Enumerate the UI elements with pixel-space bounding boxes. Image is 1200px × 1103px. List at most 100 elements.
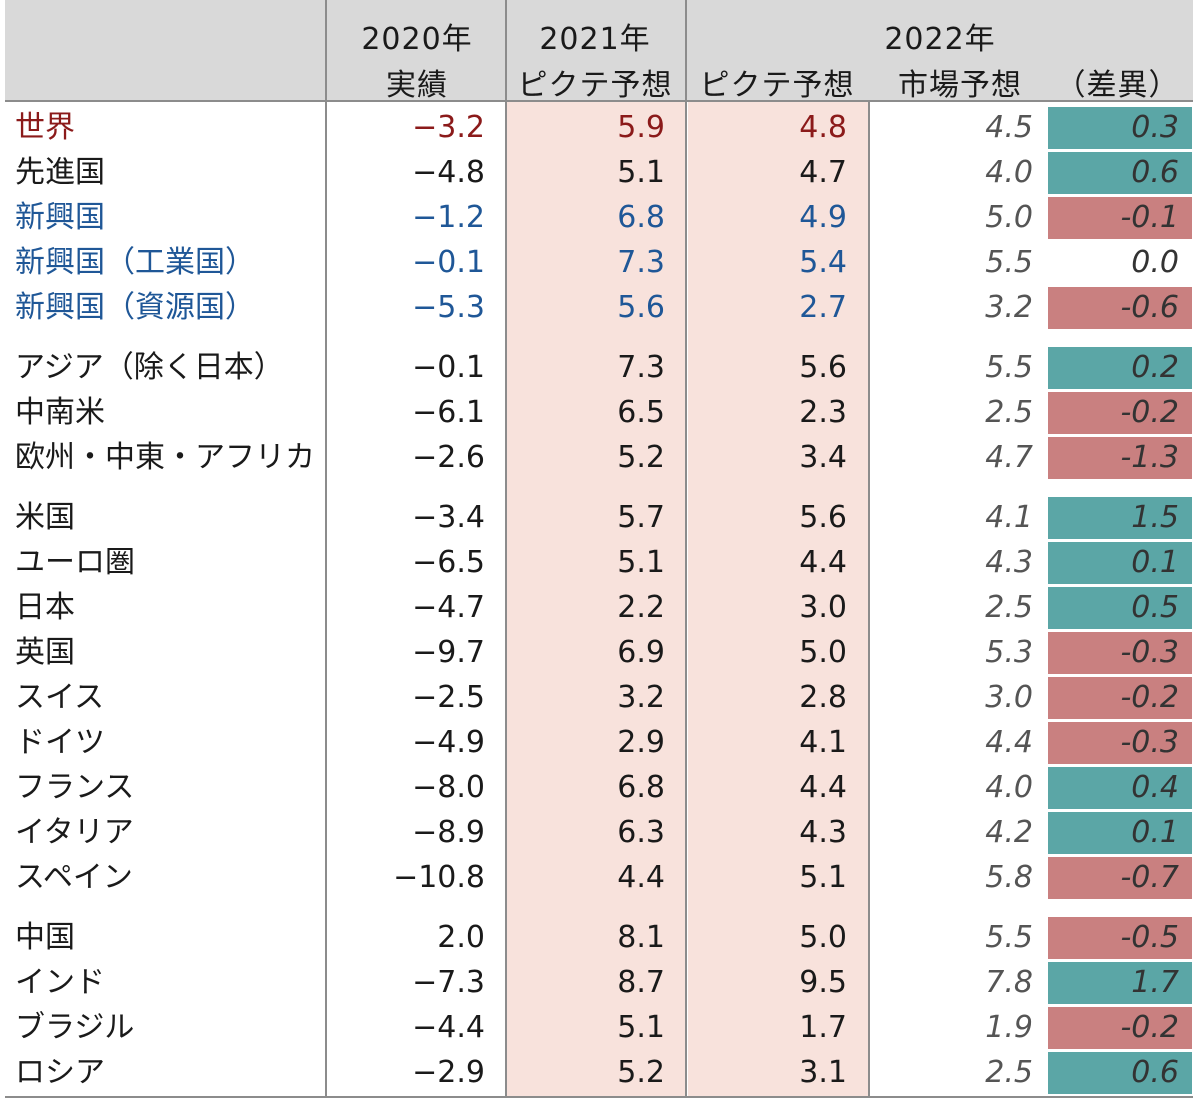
pictet-2021-column-bg: [506, 102, 685, 1096]
diff-negative-highlight: [1048, 437, 1192, 479]
header-2022-pictet: ピクテ予想: [699, 68, 855, 103]
row-label: 日本: [15, 590, 75, 625]
cell-2022-pictet: 2.8: [799, 680, 847, 715]
cell-2021-pictet: 7.3: [617, 350, 665, 385]
cell-2022-pictet: 2.7: [799, 290, 847, 325]
header-2021-sub: ピクテ予想: [517, 68, 673, 103]
cell-2022-pictet: 4.4: [799, 770, 847, 805]
forecast-table: 2020年 実績 2021年 ピクテ予想 2022年 ピクテ予想 市場予想 （差…: [5, 0, 1193, 1098]
cell-2022-diff: 0.5: [1131, 590, 1179, 625]
cell-2022-market: 5.8: [985, 860, 1033, 895]
cell-2020-actual: −5.3: [412, 290, 485, 325]
cell-2022-market: 2.5: [985, 1055, 1033, 1090]
cell-2022-market: 2.5: [985, 590, 1033, 625]
cell-2022-pictet: 5.4: [799, 245, 847, 280]
cell-2022-diff: 1.5: [1131, 500, 1179, 535]
cell-2022-diff: -0.7: [1120, 860, 1179, 895]
header-bottom-border: [5, 100, 1193, 102]
header-2022-year: 2022年: [884, 22, 996, 57]
cell-2022-market: 5.3: [985, 635, 1033, 670]
row-label: 先進国: [15, 155, 105, 190]
header-2020-year: 2020年: [361, 22, 473, 57]
cell-2020-actual: −2.5: [412, 680, 485, 715]
cell-2022-pictet: 5.6: [799, 350, 847, 385]
cell-2021-pictet: 3.2: [617, 680, 665, 715]
cell-2022-market: 2.5: [985, 395, 1033, 430]
cell-2022-pictet: 3.1: [799, 1055, 847, 1090]
cell-2021-pictet: 6.8: [617, 770, 665, 805]
cell-2021-pictet: 5.1: [617, 545, 665, 580]
cell-2022-market: 4.7: [985, 440, 1033, 475]
column-divider: [868, 102, 870, 1096]
cell-2022-diff: 0.6: [1131, 155, 1179, 190]
cell-2022-diff: 0.1: [1131, 815, 1179, 850]
cell-2022-pictet: 5.1: [799, 860, 847, 895]
table-header: [5, 0, 1193, 102]
cell-2020-actual: −4.8: [412, 155, 485, 190]
cell-2022-diff: 0.6: [1131, 1055, 1179, 1090]
diff-positive-highlight: [1048, 152, 1192, 194]
row-label: イタリア: [15, 815, 134, 850]
cell-2022-market: 5.0: [985, 200, 1033, 235]
cell-2022-market: 4.4: [985, 725, 1033, 760]
cell-2022-market: 4.5: [985, 110, 1033, 145]
cell-2022-diff: 1.7: [1131, 965, 1179, 1000]
cell-2022-pictet: 4.9: [799, 200, 847, 235]
cell-2021-pictet: 6.8: [617, 200, 665, 235]
cell-2022-market: 3.0: [985, 680, 1033, 715]
cell-2020-actual: 2.0: [437, 920, 485, 955]
cell-2022-pictet: 3.4: [799, 440, 847, 475]
diff-negative-highlight: [1048, 677, 1192, 719]
row-label: ユーロ圏: [15, 545, 135, 580]
cell-2022-market: 7.8: [985, 965, 1033, 1000]
cell-2022-market: 4.1: [985, 500, 1033, 535]
row-label: スイス: [15, 680, 105, 715]
row-label: 中南米: [15, 395, 105, 430]
cell-2022-diff: -0.2: [1120, 395, 1179, 430]
cell-2022-pictet: 3.0: [799, 590, 847, 625]
row-label: インド: [15, 965, 105, 1000]
cell-2021-pictet: 2.2: [617, 590, 665, 625]
cell-2022-pictet: 9.5: [799, 965, 847, 1000]
cell-2022-pictet: 5.0: [799, 635, 847, 670]
cell-2022-diff: 0.2: [1131, 350, 1179, 385]
row-label: 新興国（工業国）: [15, 245, 255, 280]
cell-2021-pictet: 2.9: [617, 725, 665, 760]
cell-2022-diff: -0.1: [1120, 200, 1179, 235]
cell-2022-diff: -0.5: [1120, 920, 1179, 955]
row-label: ドイツ: [15, 725, 105, 760]
cell-2022-diff: 0.4: [1131, 770, 1179, 805]
cell-2022-pictet: 4.3: [799, 815, 847, 850]
diff-negative-highlight: [1048, 857, 1192, 899]
column-divider: [685, 0, 687, 1096]
cell-2020-actual: −9.7: [412, 635, 485, 670]
diff-positive-highlight: [1048, 347, 1192, 389]
cell-2020-actual: −6.1: [412, 395, 485, 430]
cell-2020-actual: −4.9: [412, 725, 485, 760]
diff-positive-highlight: [1048, 587, 1192, 629]
cell-2022-pictet: 4.4: [799, 545, 847, 580]
pictet-2022-column-bg: [688, 102, 868, 1096]
header-2022-market: 市場予想: [898, 68, 1022, 103]
cell-2022-market: 3.2: [985, 290, 1033, 325]
row-label: ブラジル: [15, 1010, 135, 1045]
cell-2022-diff: -1.3: [1120, 440, 1179, 475]
cell-2022-market: 4.0: [985, 155, 1033, 190]
cell-2021-pictet: 6.3: [617, 815, 665, 850]
cell-2022-market: 5.5: [985, 920, 1033, 955]
cell-2022-diff: 0.1: [1131, 545, 1179, 580]
diff-positive-highlight: [1048, 962, 1192, 1004]
diff-positive-highlight: [1048, 497, 1192, 539]
cell-2020-actual: −6.5: [412, 545, 485, 580]
header-2020-sub: 実績: [386, 68, 448, 103]
diff-negative-highlight: [1048, 1007, 1192, 1049]
row-label: 米国: [15, 500, 75, 535]
cell-2020-actual: −3.4: [412, 500, 485, 535]
cell-2021-pictet: 6.9: [617, 635, 665, 670]
cell-2020-actual: −2.6: [412, 440, 485, 475]
column-divider: [505, 0, 507, 1096]
cell-2022-diff: 0.0: [1131, 245, 1179, 280]
row-label: 新興国（資源国）: [15, 290, 255, 325]
row-label: 新興国: [15, 200, 105, 235]
cell-2021-pictet: 5.1: [617, 1010, 665, 1045]
